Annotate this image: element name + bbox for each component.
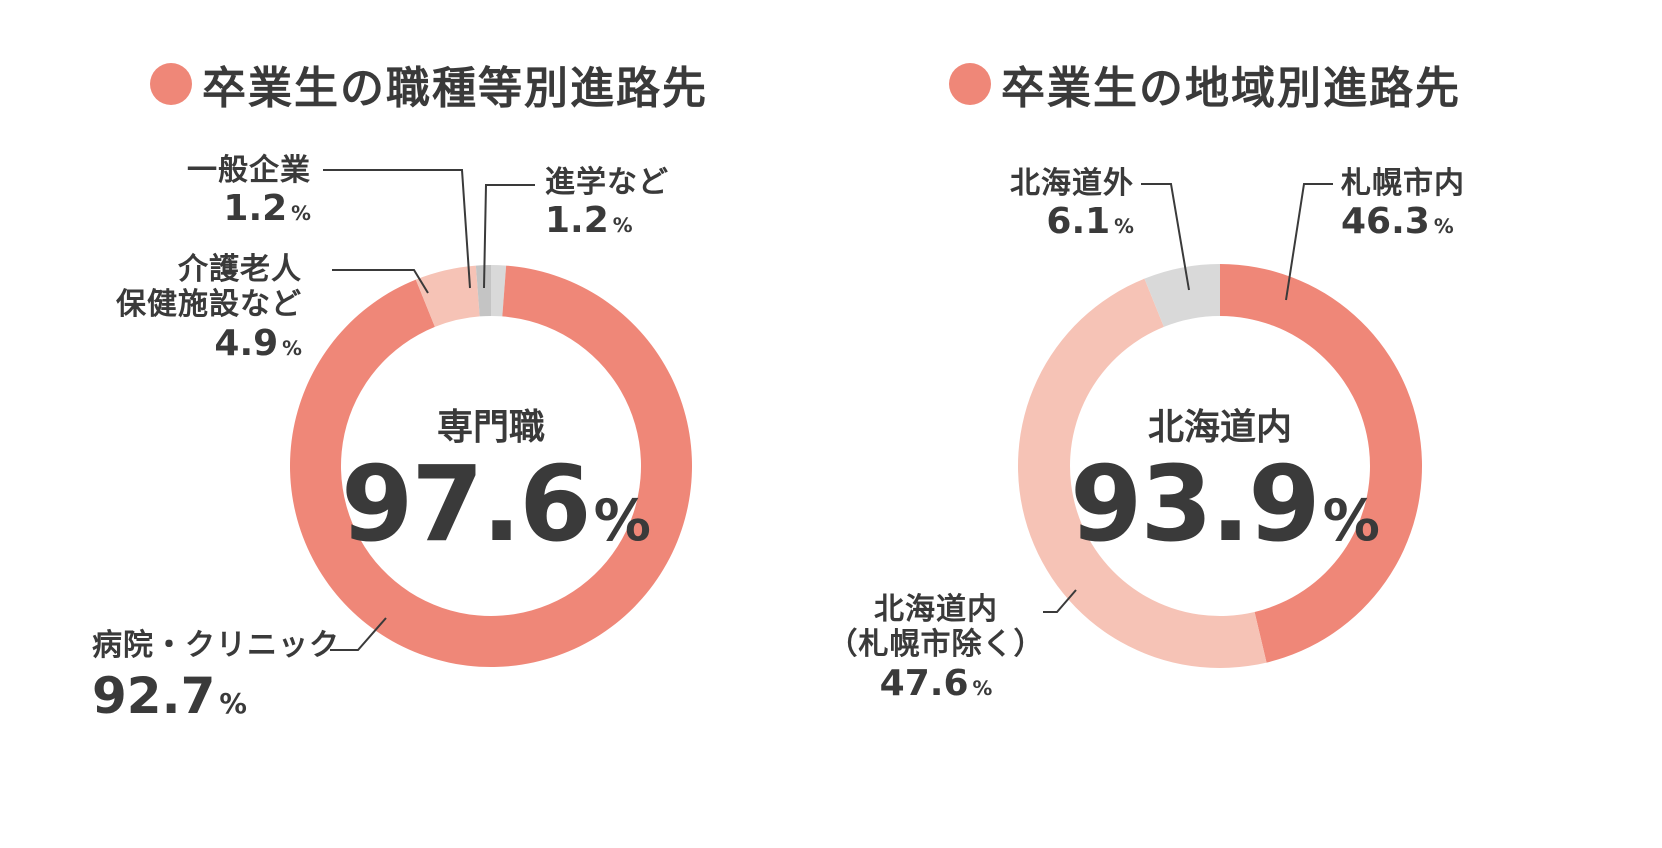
label-name: 札幌市内 bbox=[1341, 166, 1465, 201]
label-unit: % bbox=[291, 202, 311, 226]
label-unit: % bbox=[1433, 215, 1454, 239]
leader-line bbox=[1141, 183, 1190, 291]
label-value: 92.7% bbox=[92, 667, 340, 726]
label-unit: % bbox=[219, 688, 247, 721]
label-value: 4.9% bbox=[116, 323, 302, 365]
label-name: 北海道外 bbox=[1010, 166, 1134, 201]
label-sapporo: 札幌市内 46.3% bbox=[1341, 166, 1465, 244]
donut-slice bbox=[475, 265, 491, 317]
label-hokkaido-excl-sapporo: 北海道内 （札幌市除く） 47.6% bbox=[811, 592, 1061, 705]
label-general-company: 一般企業 1.2% bbox=[187, 153, 311, 231]
label-name: 一般企業 bbox=[187, 153, 311, 188]
label-number: 46.3 bbox=[1341, 201, 1430, 243]
label-nursing-facility: 介護老人 保健施設など 4.9% bbox=[116, 252, 302, 365]
region-center: 北海道内 93.9% bbox=[1070, 398, 1380, 559]
donut-slice bbox=[1220, 264, 1423, 663]
leader-line bbox=[483, 184, 535, 289]
label-number: 47.6 bbox=[879, 662, 969, 704]
label-outside-hokkaido: 北海道外 6.1% bbox=[1010, 166, 1134, 244]
label-unit: % bbox=[612, 214, 633, 238]
label-number: 1.2 bbox=[545, 200, 609, 242]
occupation-chart: 卒業生の職種等別進路先 専門職 97.6% 一般企業 1.2% 進学など 1.2… bbox=[92, 54, 708, 726]
label-value: 1.2% bbox=[187, 188, 311, 230]
region-center-unit: % bbox=[1322, 488, 1380, 554]
leader-line bbox=[323, 169, 471, 289]
leader-line bbox=[1285, 183, 1333, 301]
label-value: 1.2% bbox=[545, 200, 669, 242]
label-number: 6.1 bbox=[1046, 201, 1111, 243]
label-name: 病院・クリニック bbox=[92, 628, 340, 663]
donut-slice bbox=[1144, 264, 1220, 327]
region-donut bbox=[1017, 183, 1423, 669]
occupation-title-text: 卒業生の職種等別進路先 bbox=[202, 63, 708, 114]
title-bullet-icon bbox=[150, 63, 192, 105]
label-number: 4.9 bbox=[214, 322, 279, 364]
label-name-line2: 保健施設など bbox=[116, 287, 302, 323]
label-name-line1: 北海道内 bbox=[874, 592, 998, 627]
label-further-study: 進学など 1.2% bbox=[545, 165, 669, 243]
occupation-center: 専門職 97.6% bbox=[341, 398, 651, 559]
label-name: 進学など bbox=[545, 165, 669, 200]
leader-line bbox=[332, 269, 429, 294]
label-number: 1.2 bbox=[223, 188, 288, 230]
leader-line bbox=[1043, 589, 1077, 613]
label-number: 92.7 bbox=[92, 667, 216, 726]
region-center-value: 93.9% bbox=[1070, 449, 1380, 559]
label-hospital-clinic: 病院・クリニック 92.7% bbox=[92, 628, 340, 726]
label-unit: % bbox=[282, 336, 302, 360]
label-unit: % bbox=[1114, 215, 1134, 239]
leader-line bbox=[330, 617, 387, 651]
occupation-donut bbox=[290, 169, 693, 667]
region-title-text: 卒業生の地域別進路先 bbox=[1001, 63, 1461, 114]
donut-slice bbox=[491, 265, 507, 317]
occupation-center-value: 97.6% bbox=[341, 449, 651, 559]
region-center-label: 北海道内 bbox=[1147, 407, 1292, 448]
occupation-center-unit: % bbox=[593, 488, 651, 554]
label-value: 46.3% bbox=[1341, 201, 1465, 243]
label-unit: % bbox=[972, 676, 993, 700]
title-bullet-icon bbox=[949, 63, 991, 105]
label-value: 6.1% bbox=[1010, 201, 1134, 243]
occupation-chart-title: 卒業生の職種等別進路先 bbox=[150, 54, 708, 114]
region-chart: 卒業生の地域別進路先 北海道内 93.9% 北海道外 6.1% 札幌市内 46.… bbox=[828, 0, 1662, 848]
donut-slice bbox=[1017, 278, 1267, 669]
region-chart-title: 卒業生の地域別進路先 bbox=[949, 54, 1461, 114]
occupation-center-label: 専門職 bbox=[436, 407, 545, 448]
label-value: 47.6% bbox=[811, 663, 1061, 705]
occupation-center-number: 97.6 bbox=[341, 443, 592, 565]
label-name-line2: （札幌市除く） bbox=[827, 627, 1045, 663]
region-center-number: 93.9 bbox=[1070, 443, 1321, 565]
donut-slice bbox=[415, 265, 480, 327]
label-name-line1: 介護老人 bbox=[178, 252, 302, 287]
